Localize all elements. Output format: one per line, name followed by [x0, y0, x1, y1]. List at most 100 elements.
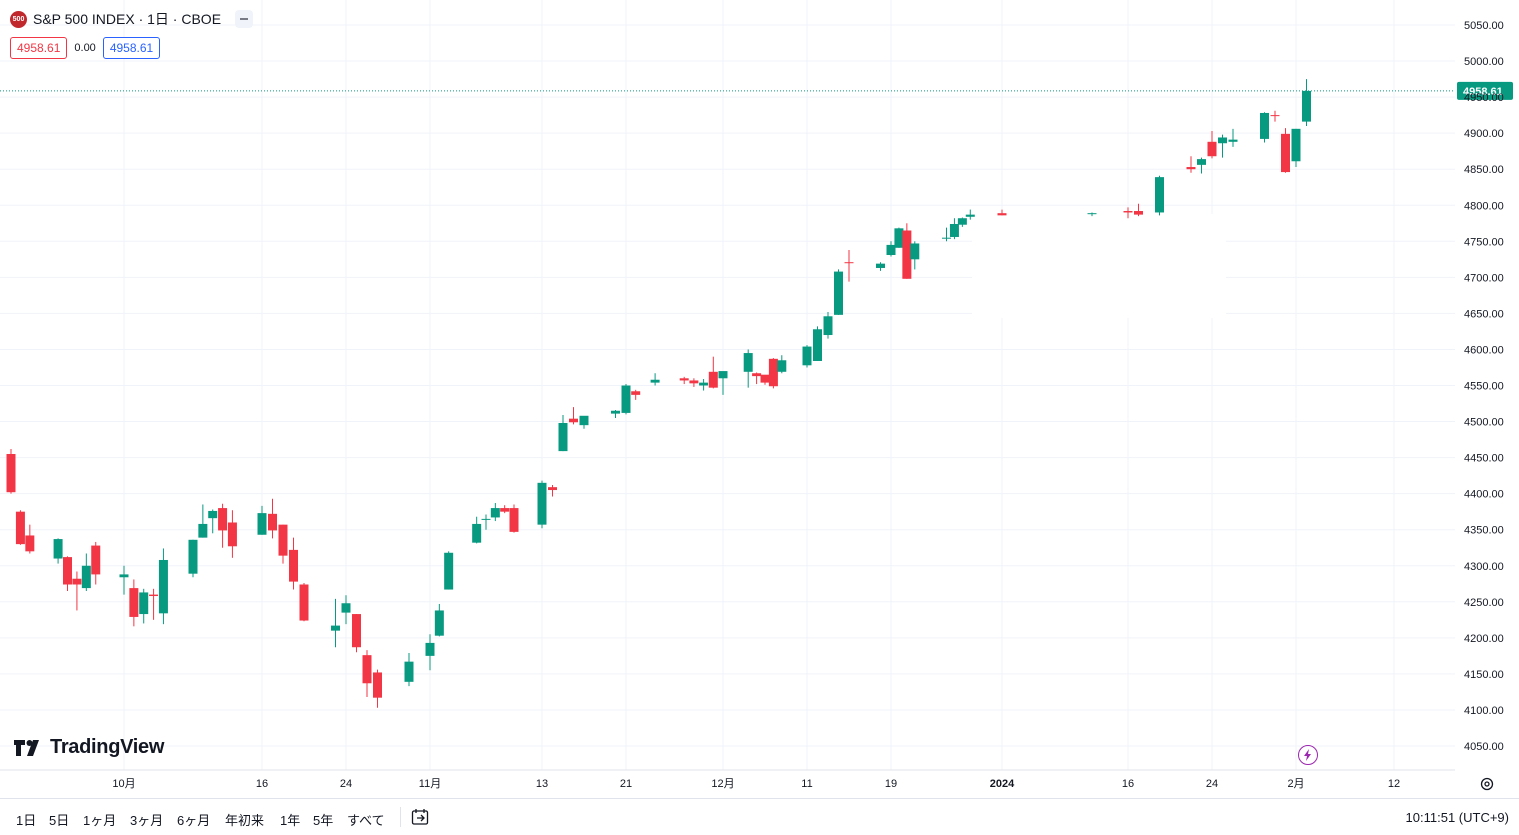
- blank-region: [972, 214, 1226, 318]
- range-1y-button[interactable]: 1年: [280, 813, 301, 828]
- tradingview-logo-icon: [14, 739, 39, 756]
- candle-body: [802, 346, 812, 366]
- price-tick-label: 4650.00: [1464, 308, 1504, 320]
- candle-body: [434, 610, 444, 636]
- candle-body: [91, 545, 101, 575]
- time-tick-label: 19: [885, 778, 897, 790]
- last-price-line: 4958.61: [0, 81, 1513, 100]
- candle-body: [1134, 211, 1143, 215]
- candle-body: [1218, 137, 1227, 144]
- candle-body: [949, 223, 959, 237]
- candle-body: [1302, 90, 1311, 122]
- price-tick-label: 4800.00: [1464, 200, 1504, 212]
- candle-body: [997, 213, 1007, 216]
- candle-body: [558, 422, 568, 452]
- candle-body: [278, 524, 288, 556]
- minus-icon: [240, 18, 249, 20]
- timezone-clock[interactable]: 10:11:51 (UTC+9): [1405, 810, 1509, 825]
- range-6m-button[interactable]: 6ヶ月: [177, 813, 211, 828]
- range-3m-button[interactable]: 3ヶ月: [130, 813, 164, 828]
- candle-body: [81, 565, 91, 589]
- range-1d-button[interactable]: 1日: [16, 813, 37, 828]
- price-tick-label: 4350.00: [1464, 525, 1504, 537]
- price-tick-label: 4750.00: [1464, 236, 1504, 248]
- price-tick-label: 4550.00: [1464, 381, 1504, 393]
- candle-body: [444, 552, 454, 590]
- price-tick-label: 4950.00: [1464, 92, 1504, 104]
- symbol-title[interactable]: S&P 500 INDEX · 1日 · CBOE: [33, 11, 222, 27]
- candle-body: [404, 661, 414, 682]
- candle-body: [650, 379, 660, 383]
- candle-body: [341, 603, 351, 613]
- candle-body: [208, 510, 218, 519]
- quote-values: 4958.61 0.00 4958.61: [10, 37, 161, 59]
- candle-body: [768, 358, 778, 387]
- candle-body: [965, 214, 975, 217]
- candle-body: [876, 263, 885, 268]
- candle-body: [777, 360, 787, 372]
- price-tick-label: 4150.00: [1464, 669, 1504, 681]
- price-chart[interactable]: 4958.61 5050.005000.004950.004900.004850…: [0, 0, 1519, 798]
- candle-body: [481, 518, 491, 520]
- candle-body: [188, 539, 198, 574]
- tradingview-logo[interactable]: TradingView: [14, 736, 164, 759]
- price-tick-label: 5050.00: [1464, 20, 1504, 32]
- price-tick-label: 4700.00: [1464, 272, 1504, 284]
- time-tick-label: 13: [536, 778, 548, 790]
- price-tick-label: 4200.00: [1464, 633, 1504, 645]
- range-all-button[interactable]: すべて: [347, 813, 385, 828]
- candle-body: [63, 557, 72, 585]
- range-ytd-button[interactable]: 年初来: [225, 813, 265, 828]
- time-tick-label: 11: [801, 778, 812, 790]
- candle-body: [902, 230, 912, 279]
- time-tick-label: 10月: [112, 778, 135, 790]
- gear-icon[interactable]: [1479, 776, 1495, 797]
- candle-body: [299, 584, 309, 621]
- price-axis[interactable]: 5050.00 5000.00 4950.00 4900.00 4850.00 4800.…: [1464, 20, 1504, 753]
- candle-body: [621, 385, 631, 413]
- time-tick-label: 16: [1122, 778, 1134, 790]
- candle-body: [1186, 167, 1196, 170]
- ask-price[interactable]: 4958.61: [102, 37, 161, 59]
- candle-body: [760, 374, 770, 383]
- collapse-legend-button[interactable]: [235, 10, 254, 28]
- range-5d-button[interactable]: 5日: [49, 813, 70, 828]
- time-tick-label: 16: [256, 778, 268, 790]
- candle-body: [500, 508, 510, 512]
- time-axis[interactable]: 10月 16 24 11月 13 21 12月 11 19 2024 16 24 2月 12: [0, 769, 1455, 790]
- lightning-icon[interactable]: [1298, 745, 1318, 765]
- range-5y-button[interactable]: 5年: [313, 813, 334, 828]
- candle-body: [718, 371, 728, 379]
- candle-body: [509, 508, 519, 532]
- candle-body: [490, 508, 500, 518]
- candle-body: [942, 237, 951, 239]
- candle-body: [743, 353, 753, 372]
- last-price-label-bg: [1457, 81, 1513, 100]
- candle-body: [957, 218, 967, 225]
- candle-body: [129, 588, 139, 617]
- candle-body: [218, 508, 228, 531]
- candle-body: [537, 482, 547, 525]
- candle-body: [813, 329, 822, 361]
- candles: [6, 79, 1311, 708]
- candle-body: [227, 522, 237, 547]
- candle-body: [1207, 141, 1217, 157]
- price-tick-label: 4400.00: [1464, 489, 1504, 501]
- candle-body: [1291, 128, 1301, 162]
- candle-body: [834, 271, 843, 315]
- symbol-legend: 500 S&P 500 INDEX · 1日 · CBOE: [10, 9, 254, 29]
- candle-body: [752, 373, 762, 377]
- candle-body: [158, 559, 168, 614]
- candle-body: [611, 410, 620, 414]
- range-1m-button[interactable]: 1ヶ月: [83, 813, 117, 828]
- candle-body: [352, 614, 361, 648]
- candle-body: [548, 487, 557, 491]
- time-tick-label: 12月: [711, 778, 734, 790]
- time-tick-label: 2024: [990, 778, 1015, 790]
- candle-body: [631, 391, 641, 395]
- bid-price[interactable]: 4958.61: [10, 37, 68, 59]
- price-tick-label: 4600.00: [1464, 344, 1504, 356]
- candle-body: [257, 513, 267, 535]
- candle-body: [149, 594, 159, 597]
- calendar-goto-icon[interactable]: [411, 808, 431, 826]
